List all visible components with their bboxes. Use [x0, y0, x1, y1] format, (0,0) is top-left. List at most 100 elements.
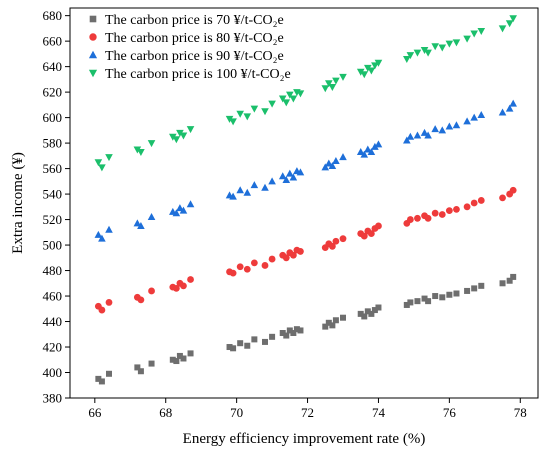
data-point: [230, 345, 237, 352]
data-point: [186, 200, 195, 208]
data-point: [105, 225, 113, 233]
series-1: [95, 273, 517, 385]
data-point: [424, 214, 432, 222]
y-tick-label: 500: [43, 238, 63, 253]
data-point: [243, 265, 251, 273]
data-point: [325, 80, 333, 88]
data-point: [94, 159, 103, 167]
data-point: [425, 298, 432, 305]
data-point: [187, 276, 194, 283]
data-point: [173, 358, 180, 365]
data-point: [453, 290, 460, 297]
data-point: [261, 262, 269, 269]
data-point: [332, 237, 340, 245]
y-tick-label: 400: [43, 365, 63, 380]
data-point: [261, 108, 269, 116]
legend-marker: [88, 50, 98, 59]
data-point: [229, 118, 237, 126]
data-point: [147, 140, 156, 148]
data-point: [439, 294, 446, 301]
data-point: [446, 291, 453, 298]
data-point: [176, 129, 184, 137]
data-point: [282, 254, 290, 262]
data-point: [187, 350, 194, 357]
data-point: [133, 146, 142, 154]
data-point: [179, 206, 188, 214]
data-point: [268, 100, 276, 108]
data-point: [148, 287, 155, 295]
data-point: [361, 313, 368, 320]
data-point: [445, 122, 454, 130]
y-tick-label: 420: [43, 340, 63, 355]
data-point: [296, 168, 305, 176]
data-point: [244, 342, 251, 349]
data-point: [374, 140, 383, 148]
data-point: [236, 110, 244, 118]
x-tick-label: 78: [514, 405, 527, 420]
legend-label: The carbon price is 90 ¥/t-CO₂e: [105, 49, 284, 64]
data-point: [250, 105, 259, 113]
y-tick-label: 620: [43, 85, 63, 100]
y-tick-label: 380: [43, 391, 63, 406]
data-point: [509, 15, 517, 23]
data-point: [169, 356, 176, 363]
data-point: [328, 162, 337, 170]
data-point: [438, 44, 447, 52]
data-point: [470, 199, 478, 207]
data-point: [464, 287, 471, 294]
data-point: [406, 52, 415, 60]
data-point: [98, 164, 106, 172]
data-point: [477, 111, 486, 119]
y-axis-title: Extra income (¥): [10, 152, 26, 254]
data-point: [452, 39, 461, 47]
data-point: [236, 186, 244, 194]
data-point: [357, 310, 364, 317]
data-point: [367, 148, 376, 156]
data-point: [325, 319, 332, 326]
data-point: [98, 378, 105, 385]
data-point: [250, 259, 258, 267]
data-point: [279, 330, 286, 336]
data-point: [282, 176, 291, 184]
data-point: [169, 133, 177, 141]
data-point: [375, 304, 382, 311]
x-tick-label: 70: [230, 405, 243, 420]
legend-label: The carbon price is 100 ¥/t-CO₂e: [105, 67, 291, 82]
data-point: [133, 219, 142, 227]
data-point: [176, 204, 184, 212]
data-point: [180, 282, 187, 290]
data-point: [296, 90, 305, 98]
data-point: [293, 326, 300, 333]
y-tick-label: 540: [43, 187, 63, 202]
data-point: [278, 95, 287, 103]
data-point: [289, 173, 298, 181]
y-tick-label: 520: [43, 212, 63, 227]
data-point: [470, 30, 478, 38]
data-point: [268, 255, 276, 263]
data-point: [328, 242, 336, 250]
legend: The carbon price is 70 ¥/t-CO₂e The carbo…: [88, 13, 291, 82]
data-point: [98, 306, 106, 314]
data-point: [406, 132, 415, 140]
data-point: [328, 84, 337, 92]
data-point: [371, 307, 378, 314]
data-point: [498, 25, 507, 33]
data-point: [290, 330, 297, 336]
data-point: [179, 132, 188, 140]
y-tick-label: 560: [43, 161, 63, 176]
data-point: [438, 126, 447, 134]
data-point: [478, 282, 485, 289]
data-point: [137, 368, 144, 375]
data-point: [339, 73, 347, 81]
data-point: [421, 295, 428, 302]
data-point: [360, 71, 369, 79]
data-point: [106, 370, 112, 377]
x-tick-label: 76: [443, 405, 457, 420]
data-point: [431, 43, 439, 51]
x-tick-label: 72: [301, 405, 314, 420]
data-point: [226, 344, 233, 351]
y-tick-label: 480: [43, 263, 63, 278]
data-point: [463, 35, 471, 43]
data-point: [431, 209, 439, 217]
y-tick-label: 640: [43, 59, 63, 74]
